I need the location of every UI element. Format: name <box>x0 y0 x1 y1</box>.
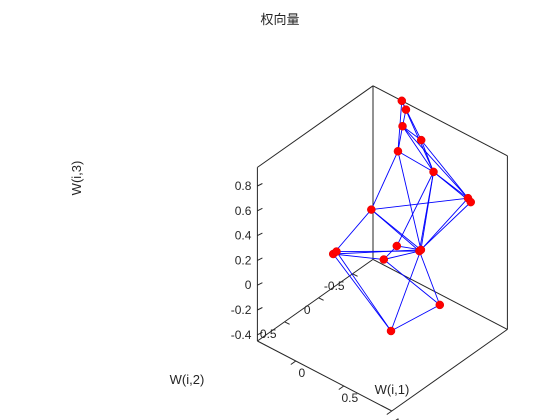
weight-point <box>435 300 445 310</box>
network-edge <box>396 171 434 247</box>
axis-box-edge <box>391 328 508 412</box>
axis-box-edge <box>257 85 374 168</box>
network-edge <box>397 151 422 250</box>
network-edge <box>419 201 472 252</box>
network-edge <box>390 249 422 332</box>
z-tick-mark <box>257 183 263 187</box>
network-edge <box>371 209 422 251</box>
x-tick-label: 1 <box>394 416 401 420</box>
z-tick-mark <box>257 307 263 311</box>
z-tick-label: -0.4 <box>231 328 252 342</box>
network-edge <box>383 250 420 260</box>
network-edge <box>418 250 441 306</box>
weight-point <box>401 105 411 114</box>
z-tick-mark <box>257 207 263 212</box>
chart-title: 权向量 <box>260 12 299 28</box>
z-tick-label: 0.2 <box>235 253 252 267</box>
z-tick-mark <box>257 282 263 286</box>
y-tick-mark <box>284 321 290 325</box>
y-tick-label: 0.5 <box>260 327 277 341</box>
z-axis-label: W(i,3) <box>69 161 84 196</box>
network-edge <box>390 304 441 332</box>
z-tick-label: 0.8 <box>235 179 252 193</box>
axis-box-edge <box>372 85 508 157</box>
network-edge <box>332 253 392 332</box>
network-edge <box>371 197 469 211</box>
y-axis-label: W(i,2) <box>170 372 205 387</box>
network-edge <box>333 253 384 260</box>
z-tick-mark <box>257 257 263 261</box>
z-tick-label: 0.6 <box>235 204 252 218</box>
network-edge <box>397 150 434 173</box>
network-edge <box>402 125 434 173</box>
weight-point <box>416 245 426 255</box>
weight-point <box>367 205 376 214</box>
network-edge <box>333 249 421 255</box>
network-edge <box>336 251 392 332</box>
network-edge <box>332 209 372 255</box>
axis-box-edge <box>257 258 374 342</box>
x-tick-label: 0 <box>298 366 305 380</box>
weight-point <box>332 247 341 256</box>
weight-point <box>466 197 476 207</box>
z-tick-mark <box>257 232 263 237</box>
weight-point <box>429 167 438 177</box>
x-tick-mark <box>386 410 393 415</box>
z-tick-label: -0.2 <box>231 303 252 317</box>
y-tick-label: 0 <box>304 303 311 317</box>
x-tick-label: 0.5 <box>341 391 358 405</box>
weight-point <box>392 241 402 251</box>
weight-point <box>393 146 403 156</box>
edge-layer <box>332 100 472 332</box>
y-tick-mark <box>318 297 324 301</box>
weight-point <box>386 326 396 336</box>
y-tick-mark <box>352 273 358 277</box>
network-edge <box>402 125 469 199</box>
y-tick-label: -0.5 <box>324 279 345 293</box>
z-tick-label: 0 <box>245 278 252 292</box>
x-tick-mark <box>290 360 297 365</box>
weight-point <box>397 96 407 106</box>
weight-point <box>398 121 407 131</box>
weight-point <box>379 255 389 264</box>
axis-box-edge <box>257 340 393 412</box>
network-edge <box>370 151 399 210</box>
network-edge <box>420 197 469 251</box>
network-edge <box>383 259 441 306</box>
x-axis-label: W(i,1) <box>375 382 410 397</box>
network-edge <box>420 171 434 250</box>
axis-box-edge <box>372 258 508 330</box>
network-edge <box>420 139 469 199</box>
node-layer <box>328 96 476 336</box>
x-tick-mark <box>338 385 345 390</box>
tick-layer: -0.4 -0.2 0 0.2 0.4 0.6 0.8 -0.5 0 0.5 0 0.5 1 <box>231 179 402 420</box>
axes-box <box>256 85 508 412</box>
z-tick-mark <box>257 331 263 336</box>
z-tick-label: 0.4 <box>235 229 252 243</box>
weight-point <box>416 135 426 145</box>
